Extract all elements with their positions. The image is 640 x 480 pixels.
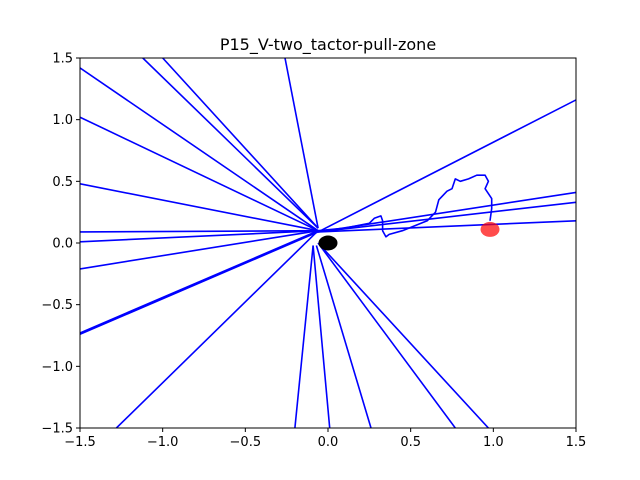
series-line-11 [162, 58, 319, 229]
start-marker [318, 235, 338, 251]
y-tick-label: 1.5 [52, 52, 73, 67]
series-line-5 [80, 229, 319, 243]
y-tick-label: 1.0 [52, 113, 73, 128]
x-tick-label: 0.5 [400, 435, 421, 450]
series-line-4 [80, 229, 319, 233]
series-line-18 [312, 245, 331, 428]
axis-ticks: −1.5 −1.0 −0.5 0.0 0.5 1.0 1.5 −1.5 −1.0 −0.5 0.0 0… [41, 52, 586, 451]
series-line-3 [80, 183, 319, 232]
x-tick-label: 1.5 [566, 435, 587, 450]
x-tick-label: −0.5 [230, 435, 262, 450]
series-line-8 [80, 231, 319, 336]
x-tick-label: −1.5 [64, 435, 96, 450]
series-line-9 [115, 230, 319, 428]
series-line-22 [318, 174, 493, 238]
series-line-1 [80, 67, 319, 232]
series-line-10 [142, 58, 319, 229]
series-line-12 [284, 58, 319, 229]
series-layer [80, 58, 576, 428]
series-line-21 [317, 242, 489, 428]
marker-layer [318, 221, 500, 251]
y-tick-label: −0.5 [41, 298, 73, 313]
series-line-17 [294, 245, 314, 428]
series-line-13 [317, 99, 576, 233]
series-line-2 [80, 116, 319, 232]
y-tick-label: −1.0 [41, 360, 73, 375]
series-line-19 [315, 245, 372, 428]
x-tick-label: 0.0 [318, 435, 339, 450]
plot-frame [79, 57, 577, 429]
target-marker [480, 221, 500, 237]
y-tick-label: −1.5 [41, 422, 73, 437]
series-line-16 [318, 220, 576, 233]
chart-title: P15_V-two_tactor-pull-zone [220, 35, 436, 55]
series-line-15 [318, 201, 576, 233]
x-tick-label: 1.0 [483, 435, 504, 450]
x-tick-label: −1.0 [147, 435, 179, 450]
series-line-6 [80, 229, 319, 270]
y-tick-label: 0.0 [52, 237, 73, 252]
series-line-7 [80, 229, 319, 334]
y-tick-label: 0.5 [52, 175, 73, 190]
series-line-20 [317, 242, 456, 428]
